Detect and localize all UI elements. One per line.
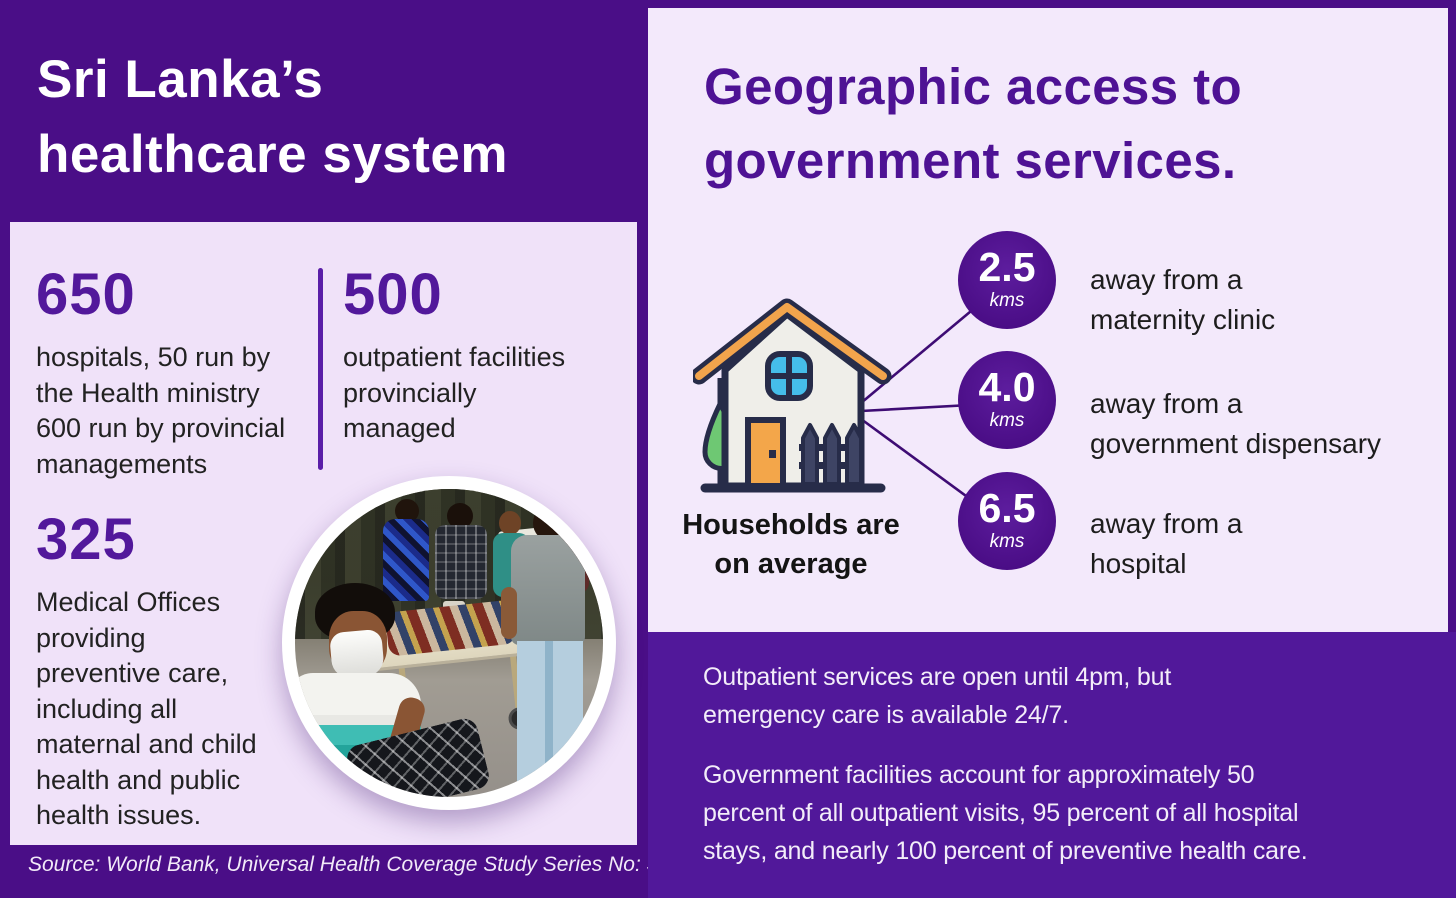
note-line: percent of all outpatient visits, 95 per… (703, 799, 1299, 827)
stat-medical-offices: 325 Medical Offices providing preventive… (36, 511, 257, 834)
distance-badge-maternity: 2.5 kms (958, 231, 1056, 329)
geo-heading: Geographic access to government services… (704, 50, 1242, 198)
stats-panel: 650 hospitals, 50 run by the Health mini… (10, 222, 637, 845)
stat-hospitals: 650 hospitals, 50 run by the Health mini… (36, 266, 285, 482)
main-title: Sri Lanka’s healthcare system (37, 42, 508, 192)
stat-hospitals-value: 650 (36, 262, 136, 327)
geo-heading-line-2: government services. (704, 132, 1237, 189)
note-line: Government facilities account for approx… (703, 761, 1255, 789)
distance-badge-hospital: 6.5 kms (958, 472, 1056, 570)
stat-text-line: the Health ministry (36, 377, 260, 408)
stat-outpatient-description: outpatient facilities provincially manag… (343, 340, 565, 447)
distance-badge-dispensary: 4.0 kms (958, 351, 1056, 449)
households-caption-line: on average (714, 548, 868, 580)
distance-label-line: maternity clinic (1090, 303, 1276, 335)
main-title-line-1: Sri Lanka’s (37, 50, 324, 109)
stat-text-line: outpatient facilities (343, 342, 566, 372)
hospital-photo-scene (295, 489, 603, 797)
distance-label-maternity: away from a maternity clinic (1090, 260, 1275, 339)
photo-face-mask (329, 628, 385, 680)
notes-panel: Outpatient services are open until 4pm, … (648, 632, 1456, 898)
distance-label-hospital: away from a hospital (1090, 504, 1243, 583)
stat-text-line: provincially (343, 377, 477, 408)
distance-label-line: hospital (1090, 547, 1187, 579)
stat-text-line: preventive care, (36, 658, 229, 688)
stat-hospitals-description: hospitals, 50 run by the Health ministry… (36, 340, 285, 482)
photo-bystander-head (499, 511, 521, 535)
stat-outpatient-value: 500 (343, 262, 443, 327)
households-caption-line: Households are (682, 509, 900, 541)
stat-medical-offices-description: Medical Offices providing preventive car… (36, 585, 257, 834)
distance-label-line: away from a (1090, 508, 1243, 539)
photo-bystander-checked (435, 525, 487, 599)
photo-attendant-shirt (511, 535, 585, 645)
photo-bystander-head (447, 503, 473, 529)
note-outpatient-hours: Outpatient services are open until 4pm, … (703, 658, 1171, 734)
distance-label-dispensary: away from a government dispensary (1090, 384, 1381, 463)
geo-access-panel: Geographic access to government services… (648, 8, 1448, 632)
note-line: stays, and nearly 100 percent of prevent… (703, 837, 1308, 865)
distance-unit: kms (989, 290, 1025, 311)
distance-label-line: away from a (1090, 388, 1243, 419)
distance-unit: kms (989, 531, 1025, 552)
note-line: Outpatient services are open until 4pm, … (703, 663, 1172, 691)
stat-text-line: 600 run by provincial (36, 413, 286, 443)
households-caption: Households are on average (656, 506, 926, 584)
distance-label-line: away from a (1090, 264, 1243, 295)
photo-bystander-plaid (383, 519, 429, 601)
distance-value: 6.5 (978, 485, 1036, 531)
main-title-line-2: healthcare system (37, 125, 509, 184)
stat-text-line: health issues. (36, 800, 202, 830)
stat-text-line: health and public (36, 764, 241, 795)
stat-outpatient: 500 outpatient facilities provincially m… (343, 266, 565, 447)
photo-attendant-arm (501, 587, 517, 639)
source-note: Source: World Bank, Universal Health Cov… (28, 853, 670, 876)
distance-label-line: government dispensary (1090, 427, 1382, 459)
distance-value: 2.5 (978, 244, 1036, 290)
house-icon (690, 292, 893, 502)
stat-text-line: including all (36, 693, 178, 724)
stat-text-line: providing (36, 622, 146, 653)
stat-divider (318, 268, 323, 470)
distance-unit: kms (989, 410, 1025, 431)
stat-text-line: hospitals, 50 run by (36, 342, 271, 372)
stat-text-line: managements (36, 448, 208, 479)
stat-text-line: managed (343, 413, 456, 443)
hospital-photo (282, 476, 616, 810)
stat-medical-offices-value: 325 (36, 507, 136, 572)
note-line: emergency care is available 24/7. (703, 701, 1069, 729)
photo-attendant-jeans (517, 641, 583, 797)
note-government-share: Government facilities account for approx… (703, 756, 1308, 870)
stat-text-line: Medical Offices (36, 587, 221, 617)
stat-text-line: maternal and child (36, 729, 257, 759)
distance-value: 4.0 (978, 364, 1036, 410)
geo-heading-line-1: Geographic access to (704, 58, 1243, 115)
